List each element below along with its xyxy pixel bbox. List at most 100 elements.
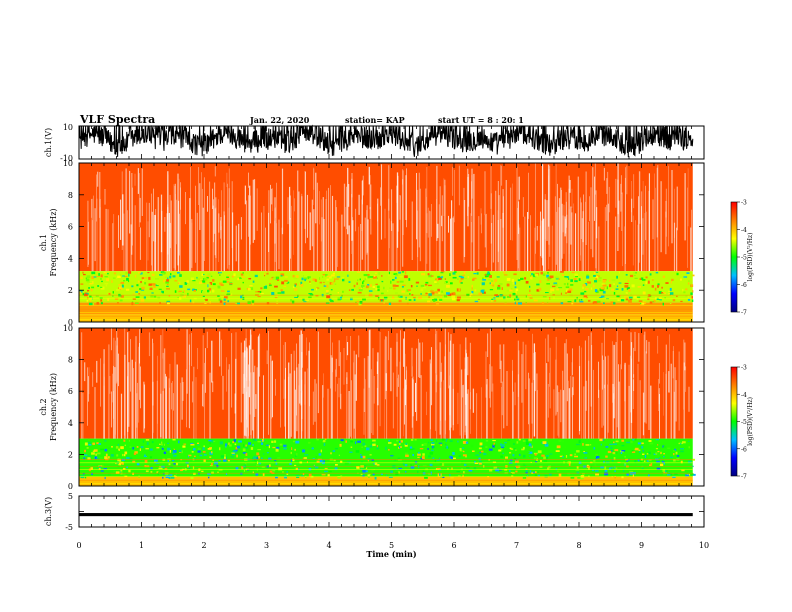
- spectrogram-texture: [266, 444, 270, 446]
- spectrogram-texture: [161, 272, 166, 275]
- spectrogram-texture: [100, 470, 104, 472]
- spectrogram-texture: [433, 299, 436, 302]
- spectrogram-texture: [452, 452, 455, 455]
- spectrogram-texture: [417, 470, 419, 474]
- spectrogram-texture: [641, 465, 644, 469]
- spectrogram-texture: [335, 464, 338, 466]
- spectrogram-texture: [349, 438, 354, 440]
- spectrogram-texture: [683, 291, 686, 294]
- spectrogram-texture: [440, 296, 442, 298]
- spectrogram-texture: [646, 460, 650, 462]
- spectrogram-texture: [232, 441, 235, 444]
- spectrogram-texture: [514, 281, 517, 285]
- spectrogram-texture: [565, 286, 570, 288]
- spectrogram-texture: [161, 443, 163, 446]
- spectrogram-texture: [656, 298, 661, 300]
- channel-label: ch.2: [39, 398, 48, 415]
- spectrogram-texture: [275, 276, 280, 280]
- spectrogram-texture: [504, 441, 507, 444]
- spectrogram-texture: [107, 473, 111, 476]
- spectrogram-texture: [255, 291, 257, 293]
- spectrogram-texture: [323, 285, 327, 287]
- spectrogram-texture: [217, 471, 219, 473]
- spectrogram-texture: [372, 473, 375, 476]
- spectrogram-texture: [669, 292, 674, 295]
- spectrogram-texture: [642, 301, 646, 304]
- spectrogram-texture: [263, 286, 268, 289]
- spectrogram-texture: [683, 276, 688, 278]
- spectrogram-texture: [547, 467, 549, 470]
- spectrogram-texture: [528, 451, 533, 454]
- spectrogram-texture: [111, 446, 113, 448]
- spectrogram-texture: [178, 290, 182, 294]
- spectrogram-texture: [91, 286, 95, 289]
- spectrogram-texture: [422, 453, 425, 456]
- spectrogram-texture: [512, 292, 516, 296]
- spectrogram-texture: [242, 452, 247, 454]
- spectrogram-texture: [563, 461, 565, 464]
- spectrogram-texture: [245, 446, 249, 449]
- spectrogram-texture: [663, 292, 665, 294]
- spectrogram-texture: [582, 286, 584, 289]
- spectrogram-texture: [156, 471, 159, 474]
- spectrogram-texture: [388, 449, 390, 451]
- spectrogram-texture: [502, 452, 504, 454]
- spectrogram-texture: [629, 296, 633, 300]
- spectrogram-texture: [274, 460, 277, 462]
- time-tick-label: 9: [639, 541, 644, 550]
- spectrogram-texture: [376, 464, 380, 466]
- spectrogram-texture: [96, 452, 101, 455]
- spectrogram-texture: [126, 277, 129, 281]
- spectrogram-texture: [86, 275, 91, 278]
- spectrogram-texture: [440, 444, 442, 446]
- spectrogram-texture: [599, 438, 603, 442]
- spectrogram-texture: [532, 471, 536, 474]
- spectrogram-texture: [220, 284, 224, 286]
- spectrogram-texture: [304, 457, 307, 459]
- spectrogram-texture: [80, 276, 83, 280]
- spectrogram-texture: [530, 276, 533, 280]
- spectrogram-texture: [408, 289, 411, 291]
- spectrogram-texture: [192, 466, 195, 470]
- spectrogram-texture: [482, 277, 484, 279]
- spectrogram-texture: [426, 292, 431, 294]
- spectrogram-texture: [541, 454, 545, 457]
- spectrogram-texture: [582, 443, 584, 446]
- spectrogram-texture: [576, 443, 580, 446]
- spectrogram-texture: [337, 297, 341, 301]
- spectrogram-texture: [178, 449, 182, 453]
- spectrogram-texture: [392, 284, 396, 287]
- spectrogram-texture: [360, 455, 365, 459]
- spectrogram-texture: [565, 292, 567, 294]
- spectrogram-texture: [143, 296, 146, 300]
- spectrogram-texture: [218, 460, 221, 462]
- spectrogram-texture: [91, 276, 95, 279]
- spectrogram-texture: [260, 292, 264, 295]
- spectrogram-texture: [571, 301, 574, 305]
- spectrogram-texture: [277, 457, 281, 459]
- spectrogram-texture: [601, 439, 605, 441]
- spectrogram-texture: [542, 296, 547, 298]
- spectrogram-texture: [294, 283, 297, 286]
- spectrogram-texture: [650, 462, 653, 466]
- spectrogram-band: [79, 438, 693, 477]
- spectrogram-texture: [588, 299, 591, 302]
- spectrogram-texture: [576, 276, 581, 278]
- spectrogram-texture: [663, 453, 665, 455]
- spectrogram-texture: [514, 286, 517, 289]
- spectrogram-texture: [513, 273, 517, 276]
- spectrogram-texture: [485, 440, 489, 442]
- spectrogram-texture: [134, 274, 137, 278]
- spectrogram-texture: [600, 295, 605, 298]
- spectrogram-texture: [671, 278, 674, 281]
- spectrogram-texture: [230, 456, 234, 458]
- spectrogram-texture: [452, 272, 456, 275]
- spectrogram-texture: [345, 440, 347, 443]
- spectrogram-texture: [554, 283, 558, 286]
- spectrogram-texture: [173, 454, 177, 457]
- spectrogram-texture: [682, 441, 686, 444]
- spectrogram-texture: [252, 471, 254, 473]
- colorbar-tick-label: -4: [741, 392, 747, 399]
- spectrogram-texture: [539, 465, 543, 468]
- spectrogram-texture: [371, 459, 374, 461]
